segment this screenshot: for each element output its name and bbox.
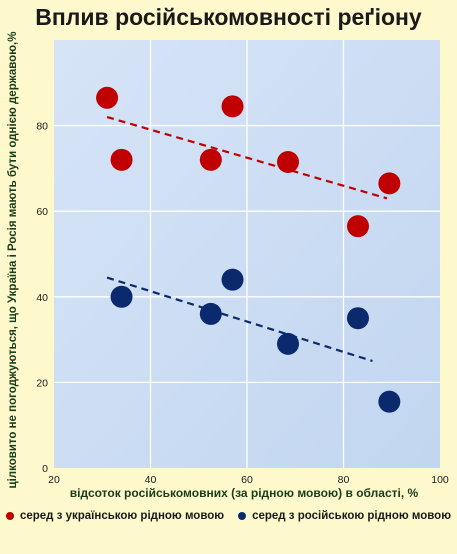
y-tick-label: 0 [42,463,48,475]
chart-title: Вплив російськомовності реґіону [35,4,422,30]
y-tick-label: 80 [36,121,48,133]
data-point-series-0 [346,215,369,238]
x-tick-label: 80 [338,474,350,486]
data-point-series-0 [110,148,133,171]
legend-item-russian: серед з російською рідною мовою [238,510,451,522]
data-point-series-0 [221,95,244,118]
data-point-series-1 [378,390,401,413]
x-axis-label: відсоток російськомовних (за рідною мово… [69,486,419,500]
x-tick-label: 40 [145,474,157,486]
data-point-series-1 [221,268,244,291]
x-tick-label: 20 [48,474,60,486]
y-tick-label: 40 [36,292,48,304]
x-tick-label: 100 [431,474,449,486]
data-point-series-0 [96,86,119,109]
y-tick-label: 20 [36,377,48,389]
data-point-series-1 [110,285,133,308]
x-tick-label: 60 [241,474,253,486]
legend-item-ukrainian: серед з українською рідною мовою [5,510,225,522]
data-point-series-0 [277,150,300,173]
legend-marker-russian [238,512,247,520]
y-tick-label: 60 [36,206,48,218]
data-point-series-1 [346,307,369,330]
legend-label-russian: серед з російською рідною мовою [252,510,452,522]
legend: серед з українською рідною мовою серед з… [0,510,457,522]
trend-line-series-1 [106,276,373,363]
data-point-series-0 [199,148,222,171]
legend-marker-ukrainian [5,512,14,520]
legend-label-ukrainian: серед з українською рідною мовою [19,510,225,522]
data-point-series-1 [277,332,300,355]
data-point-series-0 [378,172,401,195]
data-point-series-1 [199,302,222,325]
trend-line-series-0 [106,115,388,200]
